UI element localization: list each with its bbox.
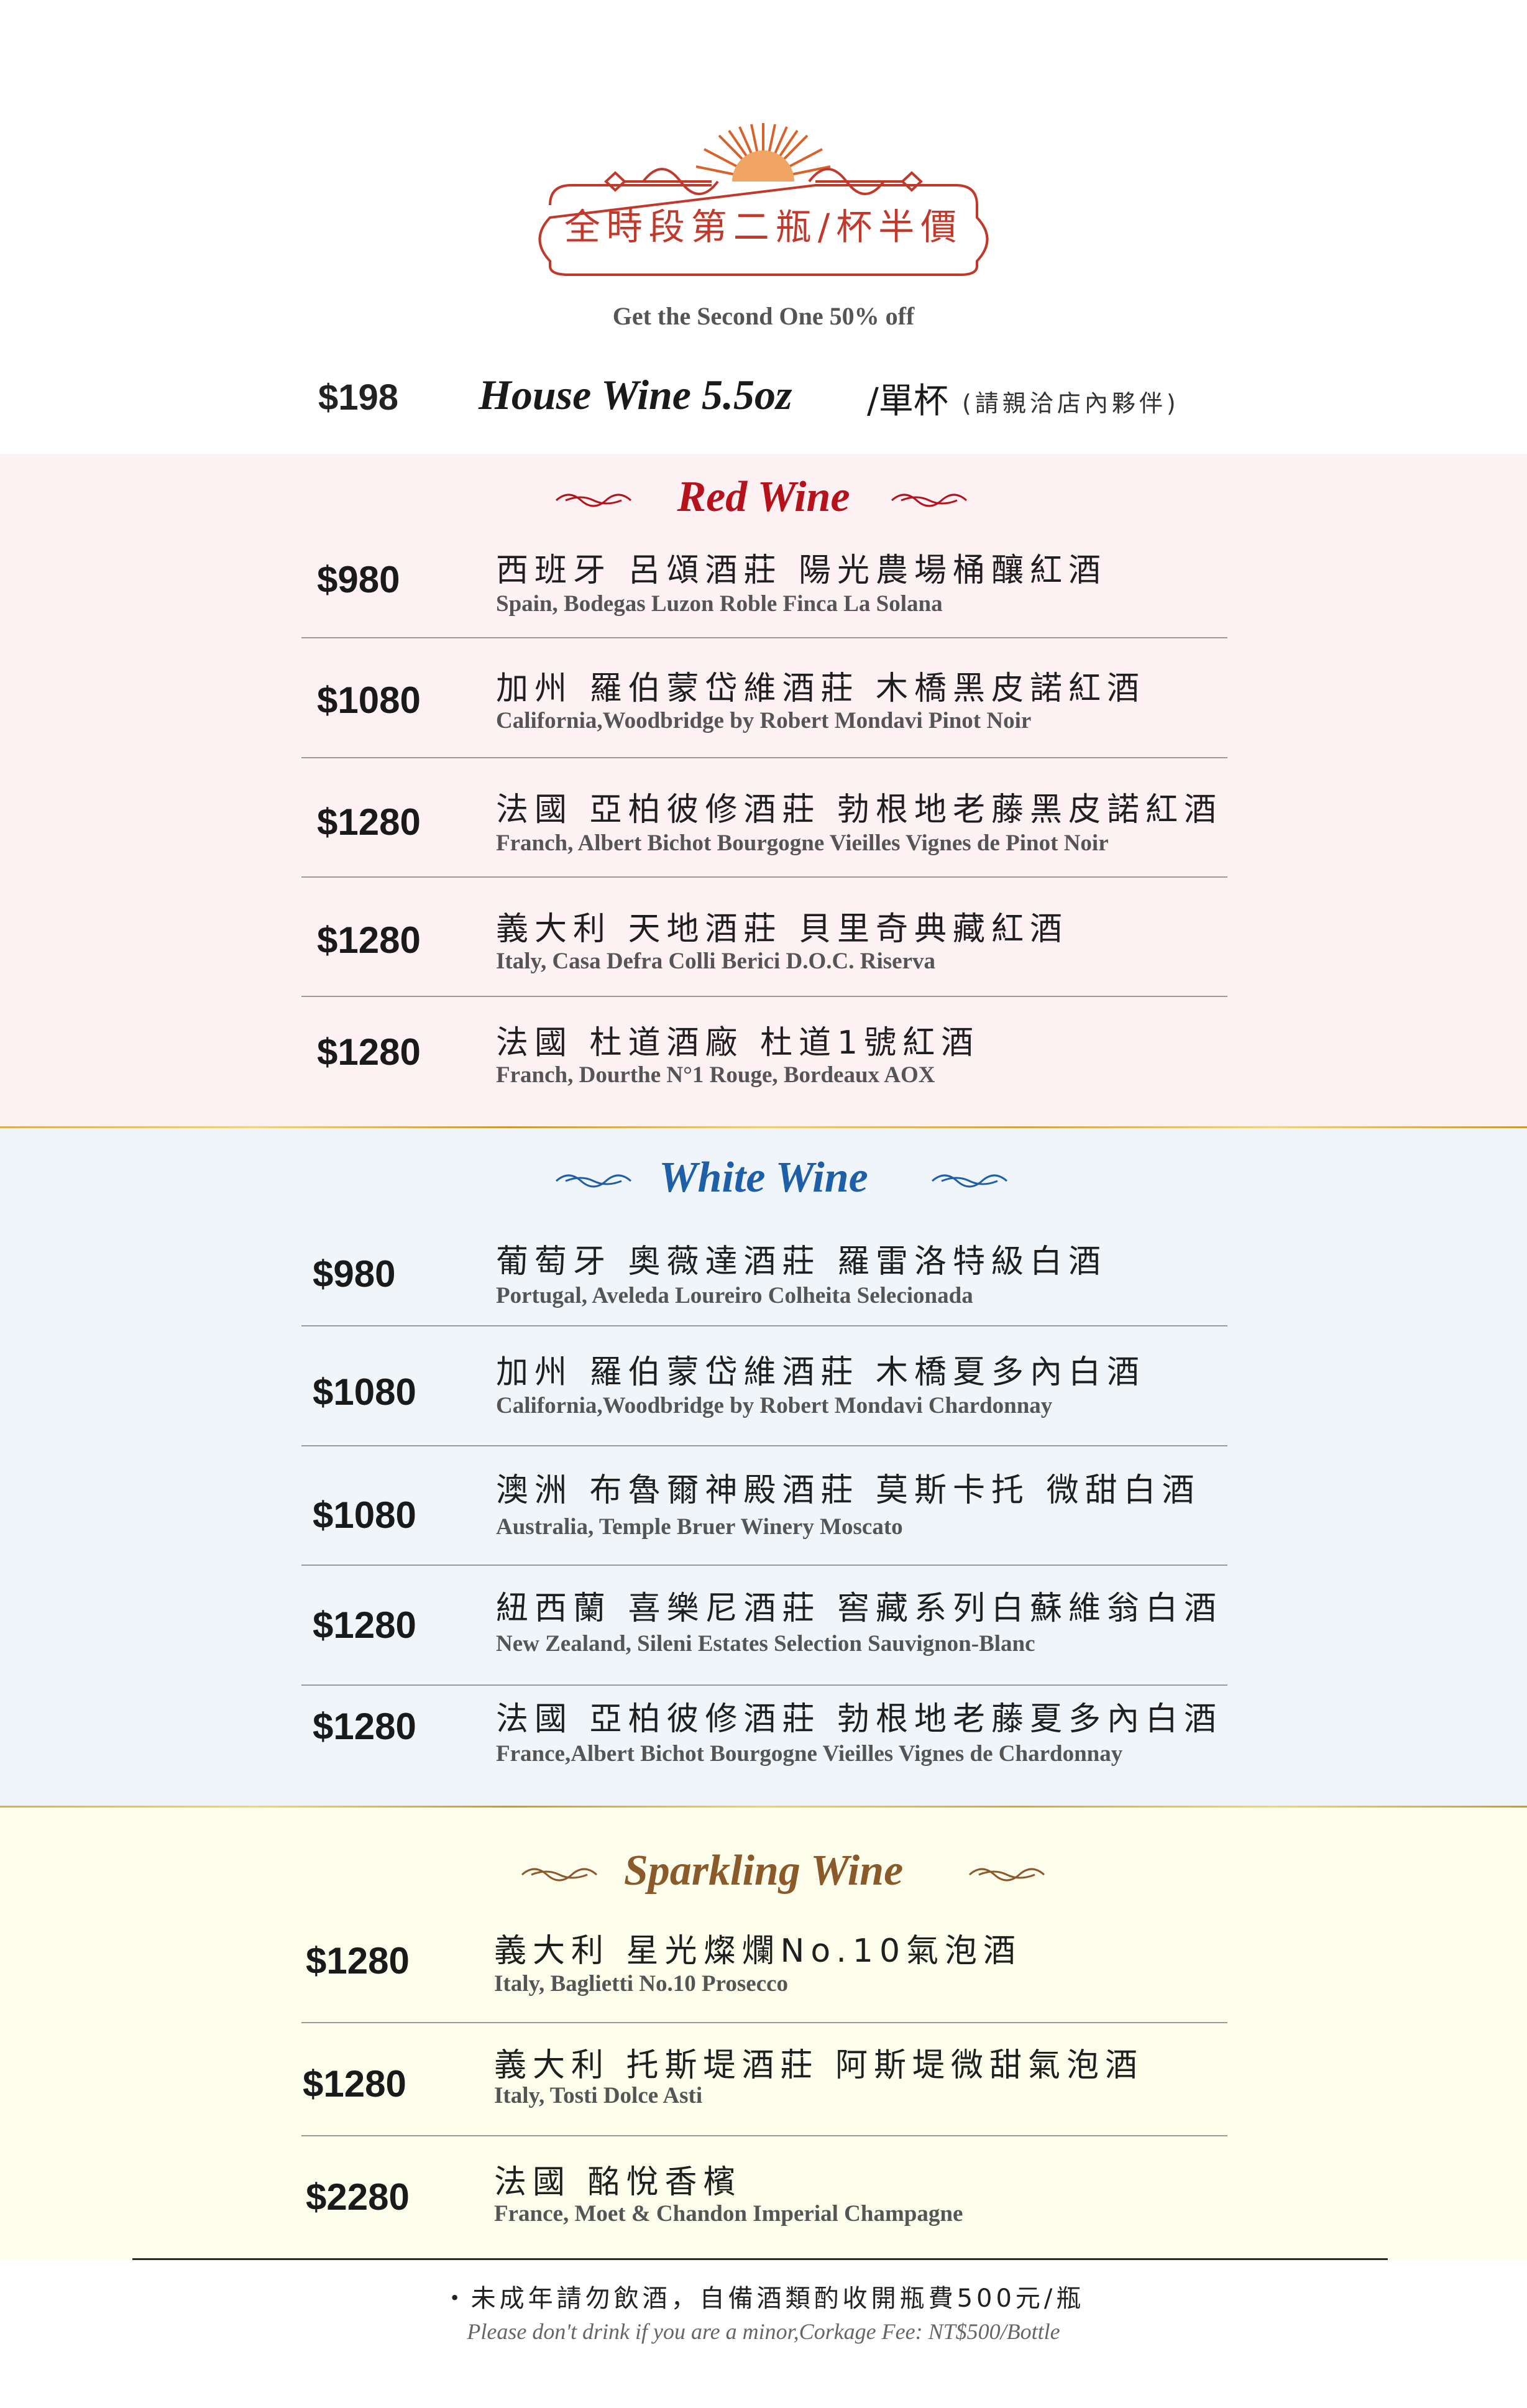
right-flourish-icon: [891, 494, 968, 507]
wine-name-en: Franch, Dourthe N°1 Rouge, Bordeaux AOX: [496, 1062, 935, 1088]
wine-name-en: France,Albert Bichot Bourgogne Vieilles …: [496, 1741, 1123, 1767]
white-wine-section: White Wine $980 葡萄牙 奧薇達酒莊 羅雷洛特級白酒 Portug…: [0, 1128, 1527, 1808]
wine-price: $1280: [317, 919, 421, 961]
wine-name-zh: 紐西蘭 喜樂尼酒莊 窖藏系列白蘇維翁白酒: [496, 1590, 1223, 1627]
wine-name-en: Portugal, Aveleda Loureiro Colheita Sele…: [496, 1283, 973, 1308]
wine-price: $1280: [303, 2063, 406, 2105]
red-wine-title: Red Wine: [677, 473, 850, 521]
wine-price: $2280: [306, 2176, 410, 2218]
house-wine-name: House Wine 5.5oz: [479, 371, 792, 418]
wine-price: $1280: [317, 801, 421, 843]
wine-name-en: California,Woodbridge by Robert Mondavi …: [496, 1393, 1053, 1418]
wine-price: $1280: [306, 1940, 410, 1982]
house-wine-unit: /單杯: [867, 381, 948, 421]
row-divider: [301, 1684, 1227, 1686]
wine-name-zh: 西班牙 呂頌酒莊 陽光農場桶釀紅酒: [496, 552, 1107, 589]
wine-name-en: Australia, Temple Bruer Winery Moscato: [496, 1514, 903, 1540]
wine-price: $980: [313, 1253, 396, 1295]
row-divider: [301, 2135, 1227, 2136]
row-divider: [301, 1325, 1227, 1326]
wine-name-zh: 義大利 托斯堤酒莊 阿斯堤微甜氣泡酒: [494, 2047, 1144, 2084]
wine-name-en: Franch, Albert Bichot Bourgogne Vieilles…: [496, 830, 1109, 856]
badge-ornament: [538, 168, 989, 276]
white-wine-title: White Wine: [659, 1154, 868, 1202]
left-flourish-icon: [555, 494, 632, 507]
house-wine-price: $198: [318, 377, 399, 418]
wine-price: $980: [317, 559, 400, 600]
row-divider: [301, 876, 1227, 878]
wine-name-zh: 義大利 天地酒莊 貝里奇典藏紅酒: [496, 911, 1069, 948]
sparkling-wine-section: Sparkling Wine $1280 義大利 星光燦爛No.10氣泡酒 It…: [0, 1808, 1527, 2259]
right-flourish-icon: [968, 1868, 1045, 1882]
wine-price: $1080: [317, 679, 421, 721]
wine-price: $1080: [313, 1371, 416, 1413]
row-divider: [301, 1445, 1227, 1446]
wine-name-zh: 加州 羅伯蒙岱維酒莊 木橋夏多內白酒: [496, 1354, 1146, 1391]
wine-price: $1280: [313, 1706, 416, 1747]
row-divider: [301, 757, 1227, 758]
wine-name-en: Spain, Bodegas Luzon Roble Finca La Sola…: [496, 591, 943, 617]
wine-name-zh: 法國 杜道酒廠 杜道1號紅酒: [496, 1024, 980, 1062]
wine-name-en: California,Woodbridge by Robert Mondavi …: [496, 708, 1032, 733]
house-wine-note: (請親洽店內夥伴): [962, 390, 1180, 417]
wine-name-en: Italy, Baglietti No.10 Prosecco: [494, 1971, 789, 1997]
wine-name-zh: 葡萄牙 奧薇達酒莊 羅雷洛特級白酒: [496, 1243, 1107, 1280]
promo-subtitle: Get the Second One 50% off: [612, 302, 915, 330]
footer-notice-en: Please don't drink if you are a minor,Co…: [467, 2319, 1060, 2344]
wine-name-en: Italy, Tosti Dolce Asti: [494, 2083, 703, 2108]
wine-name-zh: 法國 亞柏彼修酒莊 勃根地老藤黑皮諾紅酒: [496, 791, 1223, 829]
promo-title: 全時段第二瓶/杯半價: [564, 206, 963, 248]
left-flourish-icon: [521, 1868, 598, 1882]
footer-notice-zh: ・未成年請勿飲酒，自備酒類酌收開瓶費500元/瓶: [442, 2284, 1085, 2313]
wine-name-en: New Zealand, Sileni Estates Selection Sa…: [496, 1631, 1035, 1657]
sun-icon: [732, 150, 794, 182]
row-divider: [301, 1565, 1227, 1566]
wine-name-en: France, Moet & Chandon Imperial Champagn…: [494, 2201, 963, 2226]
row-divider: [301, 996, 1227, 997]
wine-name-zh: 法國 亞柏彼修酒莊 勃根地老藤夏多內白酒: [496, 1701, 1223, 1738]
wine-name-zh: 法國 酩悅香檳: [494, 2164, 742, 2201]
right-flourish-icon: [931, 1174, 1008, 1188]
wine-price: $1080: [313, 1494, 416, 1536]
left-flourish-icon: [555, 1174, 632, 1188]
wine-price: $1280: [313, 1604, 416, 1646]
row-divider: [301, 637, 1227, 638]
wine-name-zh: 義大利 星光燦爛No.10氣泡酒: [494, 1932, 1022, 1970]
promo-badge-frame: [538, 123, 989, 276]
row-divider: [301, 2022, 1227, 2023]
red-wine-section: Red Wine $980 西班牙 呂頌酒莊 陽光農場桶釀紅酒 Spain, B…: [0, 454, 1527, 1128]
sparkling-wine-title: Sparkling Wine: [623, 1847, 904, 1895]
wine-name-zh: 加州 羅伯蒙岱維酒莊 木橋黑皮諾紅酒: [496, 670, 1146, 707]
footer-divider: [132, 2258, 1388, 2260]
wine-name-en: Italy, Casa Defra Colli Berici D.O.C. Ri…: [496, 949, 935, 974]
wine-price: $1280: [317, 1031, 421, 1073]
wine-name-zh: 澳洲 布魯爾神殿酒莊 莫斯卡托 微甜白酒: [496, 1472, 1201, 1509]
